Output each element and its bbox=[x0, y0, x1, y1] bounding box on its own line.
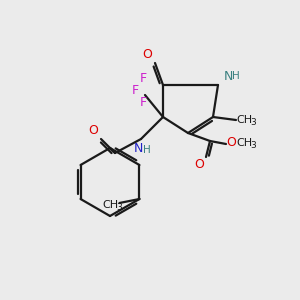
Text: 3: 3 bbox=[117, 202, 122, 211]
Text: O: O bbox=[226, 136, 236, 149]
Text: 3: 3 bbox=[250, 118, 256, 127]
Text: F: F bbox=[140, 73, 147, 85]
Text: N: N bbox=[133, 142, 143, 154]
Text: F: F bbox=[140, 95, 147, 109]
Text: O: O bbox=[194, 158, 204, 170]
Text: CH: CH bbox=[236, 115, 252, 125]
Text: O: O bbox=[142, 47, 152, 61]
Text: H: H bbox=[143, 145, 151, 155]
Text: CH: CH bbox=[236, 138, 252, 148]
Text: N: N bbox=[223, 70, 233, 83]
Text: O: O bbox=[88, 124, 98, 136]
Text: H: H bbox=[232, 71, 240, 81]
Text: 3: 3 bbox=[250, 141, 256, 150]
Text: CH: CH bbox=[102, 200, 119, 210]
Text: F: F bbox=[131, 83, 139, 97]
